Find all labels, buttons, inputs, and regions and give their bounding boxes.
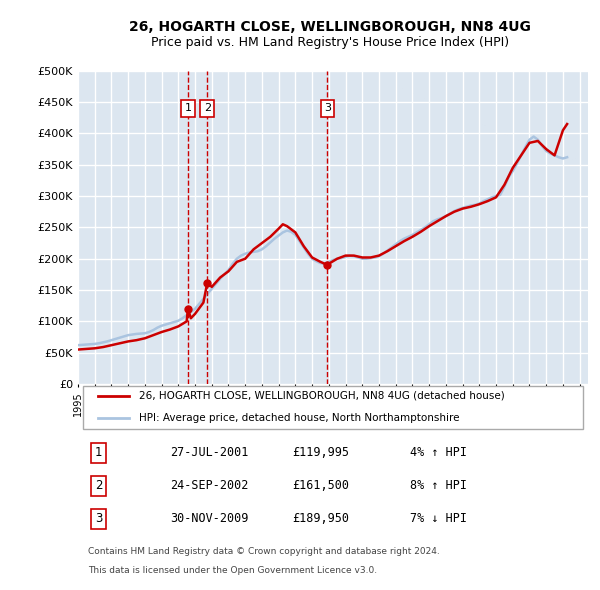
- Text: Contains HM Land Registry data © Crown copyright and database right 2024.: Contains HM Land Registry data © Crown c…: [88, 548, 440, 556]
- Text: 1: 1: [95, 447, 102, 460]
- Text: 3: 3: [324, 103, 331, 113]
- Text: 2: 2: [203, 103, 211, 113]
- Text: £189,950: £189,950: [292, 512, 349, 525]
- Text: 4% ↑ HPI: 4% ↑ HPI: [409, 447, 467, 460]
- Text: £119,995: £119,995: [292, 447, 349, 460]
- Text: 3: 3: [95, 512, 102, 525]
- Text: Price paid vs. HM Land Registry's House Price Index (HPI): Price paid vs. HM Land Registry's House …: [151, 36, 509, 49]
- Text: HPI: Average price, detached house, North Northamptonshire: HPI: Average price, detached house, Nort…: [139, 413, 460, 423]
- Text: This data is licensed under the Open Government Licence v3.0.: This data is licensed under the Open Gov…: [88, 566, 377, 575]
- Text: 8% ↑ HPI: 8% ↑ HPI: [409, 479, 467, 492]
- Text: 1: 1: [184, 103, 191, 113]
- Text: 7% ↓ HPI: 7% ↓ HPI: [409, 512, 467, 525]
- Text: £161,500: £161,500: [292, 479, 349, 492]
- Text: 26, HOGARTH CLOSE, WELLINGBOROUGH, NN8 4UG (detached house): 26, HOGARTH CLOSE, WELLINGBOROUGH, NN8 4…: [139, 391, 505, 401]
- Text: 24-SEP-2002: 24-SEP-2002: [170, 479, 248, 492]
- Text: 30-NOV-2009: 30-NOV-2009: [170, 512, 248, 525]
- Text: 27-JUL-2001: 27-JUL-2001: [170, 447, 248, 460]
- Text: 2: 2: [95, 479, 102, 492]
- Text: 26, HOGARTH CLOSE, WELLINGBOROUGH, NN8 4UG: 26, HOGARTH CLOSE, WELLINGBOROUGH, NN8 4…: [129, 19, 531, 34]
- FancyBboxPatch shape: [83, 386, 583, 429]
